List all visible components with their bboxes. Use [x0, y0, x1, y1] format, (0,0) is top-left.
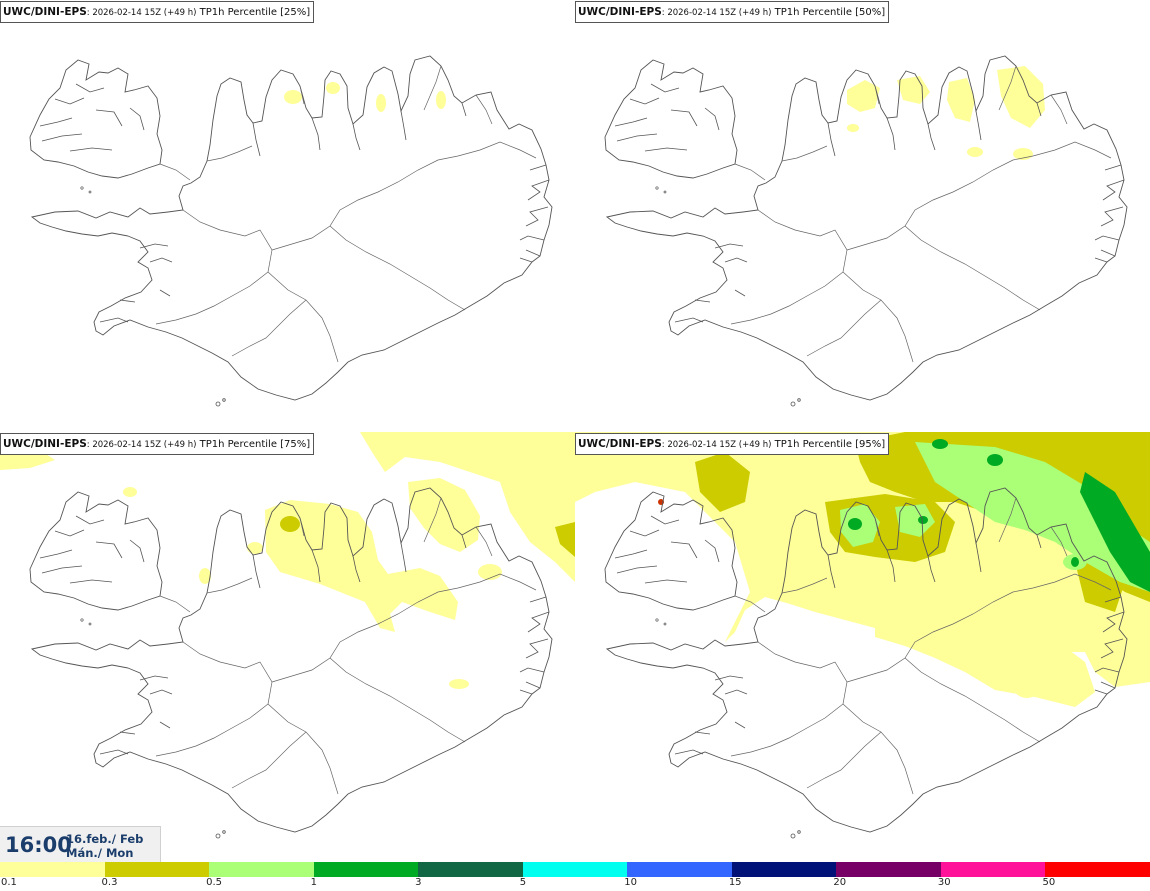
- precip-patch: [967, 147, 983, 157]
- colorbar-segment: [522, 862, 628, 877]
- colorbar-segment: [0, 862, 105, 877]
- colorbar-segment: [836, 862, 941, 877]
- precip-patch: [1080, 472, 1150, 592]
- precip-patch: [915, 442, 1150, 592]
- map-25-svg: [29, 55, 553, 407]
- valid-weekday: Mán./ Mon: [66, 846, 134, 860]
- precip-patch: [848, 518, 862, 530]
- colorbar-segment: [418, 862, 523, 877]
- map-panel-75: UWC/DINI-EPS: 2026-02-14 15Z (+49 h) TP1…: [0, 432, 575, 864]
- colorbar-label: 50: [1042, 877, 1056, 888]
- precip-patch: [897, 76, 930, 104]
- colorbar-segment: [209, 862, 314, 877]
- field-name: TP1h Percentile [50%]: [771, 7, 886, 18]
- run-time: : 2026-02-14 15Z (+49 h): [661, 8, 772, 18]
- colorbar-label: 0.1: [1, 877, 17, 888]
- field-name: TP1h Percentile [95%]: [771, 439, 886, 450]
- run-time: : 2026-02-14 15Z (+49 h): [86, 440, 197, 450]
- precip-patch: [932, 439, 948, 449]
- model-name: UWC/DINI-EPS: [3, 438, 87, 450]
- precip-patch: [123, 487, 137, 497]
- map-panel-50: UWC/DINI-EPS: 2026-02-14 15Z (+49 h) TP1…: [575, 0, 1150, 432]
- precip-patch: [947, 78, 975, 122]
- precip-patch: [280, 516, 300, 532]
- iceland-outline: [29, 55, 553, 407]
- precip-patch: [1085, 612, 1135, 672]
- model-name: UWC/DINI-EPS: [578, 6, 662, 18]
- precip-patch: [997, 66, 1045, 128]
- precip-patch: [199, 568, 211, 584]
- colorbar-label: 15: [728, 877, 742, 888]
- map-95-svg: [575, 432, 1150, 839]
- precip-patch: [326, 82, 340, 94]
- panel-title: UWC/DINI-EPS: 2026-02-14 15Z (+49 h) TP1…: [575, 433, 890, 455]
- precip-colorbar: [0, 862, 1150, 877]
- colorbar-label: 3: [415, 877, 422, 888]
- precip-patch: [918, 516, 928, 524]
- precip-patch: [555, 522, 575, 557]
- precip-areas-50: [847, 66, 1045, 160]
- run-time: : 2026-02-14 15Z (+49 h): [86, 8, 197, 18]
- panel-title: UWC/DINI-EPS: 2026-02-14 15Z (+49 h) TP1…: [0, 433, 315, 455]
- model-name: UWC/DINI-EPS: [3, 6, 87, 18]
- colorbar-segment: [1045, 862, 1150, 877]
- panel-title: UWC/DINI-EPS: 2026-02-14 15Z (+49 h) TP1…: [0, 1, 315, 23]
- colorbar-label: 0.5: [206, 877, 222, 888]
- precip-patch: [376, 94, 386, 112]
- precip-patch: [1017, 648, 1057, 668]
- precip-patch: [449, 679, 469, 689]
- colorbar-label: 30: [937, 877, 951, 888]
- colorbar-label: 5: [519, 877, 527, 888]
- map-75-svg: [0, 432, 575, 839]
- precip-patch: [1013, 674, 1041, 698]
- precip-patch: [847, 80, 880, 112]
- colorbar-label: 20: [833, 877, 847, 888]
- precip-patch: [284, 90, 302, 104]
- panel-title: UWC/DINI-EPS: 2026-02-14 15Z (+49 h) TP1…: [575, 1, 890, 23]
- precip-patch: [478, 564, 502, 580]
- precip-patch: [247, 542, 263, 554]
- colorbar-segment: [104, 862, 210, 877]
- colorbar-segment: [731, 862, 837, 877]
- colorbar-segment: [940, 862, 1046, 877]
- valid-date: 16.feb./ Feb: [66, 832, 144, 846]
- colorbar-labels: 0.1 0.3 0.5 1 3 5 10 15 20 30 50: [0, 877, 1150, 891]
- model-name: UWC/DINI-EPS: [578, 438, 662, 450]
- precip-patch: [1071, 557, 1079, 567]
- colorbar-segment: [313, 862, 419, 877]
- field-name: TP1h Percentile [25%]: [196, 7, 311, 18]
- precip-patch: [847, 124, 859, 132]
- map-50-svg: [604, 55, 1128, 407]
- map-panel-95: UWC/DINI-EPS: 2026-02-14 15Z (+49 h) TP1…: [575, 432, 1150, 864]
- colorbar-label: 10: [624, 877, 637, 888]
- precip-patch: [436, 91, 446, 109]
- valid-time-box: 16:00 16.feb./ Feb Mán./ Mon: [0, 826, 161, 863]
- precip-patch: [695, 452, 750, 512]
- colorbar-segment: [627, 862, 732, 877]
- colorbar-label: 1: [310, 877, 317, 888]
- precip-patch: [895, 504, 935, 537]
- valid-time: 16:00: [5, 833, 72, 857]
- precip-patch: [265, 500, 458, 632]
- precip-areas-95: [575, 432, 1150, 707]
- precip-patch: [360, 432, 575, 582]
- run-time: : 2026-02-14 15Z (+49 h): [661, 440, 772, 450]
- colorbar-label: 0.3: [101, 877, 118, 888]
- precip-areas-25: [284, 82, 446, 112]
- precip-patch: [987, 454, 1003, 466]
- precip-areas-75: [0, 432, 575, 689]
- precip-patch: [408, 478, 480, 552]
- field-name: TP1h Percentile [75%]: [196, 439, 311, 450]
- map-panel-25: UWC/DINI-EPS: 2026-02-14 15Z (+49 h) TP1…: [0, 0, 575, 432]
- precip-patch: [0, 450, 55, 470]
